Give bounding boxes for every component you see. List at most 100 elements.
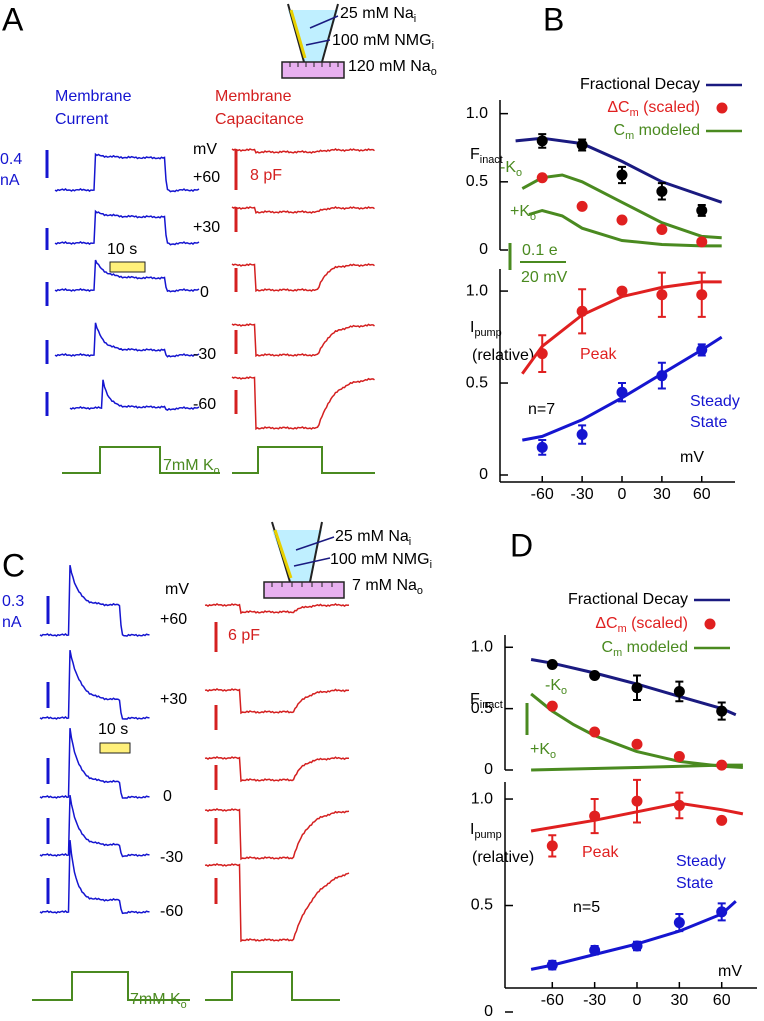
label-subscript: m <box>625 130 634 142</box>
current-trace <box>39 794 150 858</box>
label: 0 <box>618 486 627 503</box>
current-trace <box>54 152 200 193</box>
potassium-step <box>32 971 190 1001</box>
label: 25 mM Nai <box>335 528 411 548</box>
data-point <box>536 348 548 360</box>
series-line <box>531 763 743 772</box>
label: -Ko <box>500 159 522 179</box>
label-main: C <box>602 639 614 656</box>
data-point <box>673 917 685 929</box>
data-point <box>616 386 628 398</box>
label: 10 s <box>98 721 128 738</box>
label-subscript: m <box>630 107 639 119</box>
label: -30 <box>571 486 594 503</box>
data-point <box>696 344 708 356</box>
data-point <box>576 429 588 441</box>
label: 0.5 <box>471 897 493 914</box>
capacitance-trace <box>231 206 375 214</box>
label: A <box>2 1 24 37</box>
label-main: F <box>470 691 480 708</box>
label: 0.1 e <box>522 242 558 259</box>
label: 8 pF <box>250 167 282 184</box>
label-main: +K <box>530 741 550 758</box>
label-subscript: o <box>214 465 220 477</box>
label-tail: (scaled) <box>639 99 700 116</box>
potassium-step <box>205 971 340 1001</box>
label: State <box>690 414 727 431</box>
label-subscript: m <box>613 647 622 659</box>
data-point <box>546 658 558 670</box>
label: n=5 <box>573 899 600 916</box>
current-trace <box>39 727 150 799</box>
label: Steady <box>690 393 740 410</box>
label: Peak <box>582 844 619 861</box>
label: mV <box>165 581 189 598</box>
label: nA <box>0 172 20 189</box>
label: Fractional Decay <box>580 76 700 93</box>
label: -60 <box>193 396 216 413</box>
capacitance-trace <box>204 602 350 615</box>
label: Peak <box>580 346 617 363</box>
label-subscript: o <box>431 66 437 78</box>
data-point <box>631 795 643 807</box>
label: -Ko <box>545 677 567 697</box>
time-scale-bar <box>99 742 131 754</box>
data-point <box>631 738 643 750</box>
data-point <box>589 726 601 738</box>
data-point <box>716 705 728 717</box>
label-main: I <box>470 821 474 838</box>
label: 60 <box>713 992 731 1009</box>
current-trace <box>69 379 200 411</box>
label: D <box>510 527 533 563</box>
data-point <box>576 305 588 317</box>
series-line <box>521 173 722 240</box>
label: 0 <box>479 241 488 258</box>
label-subscript: o <box>530 211 536 223</box>
label-main: 7mM K <box>130 991 181 1008</box>
data-point <box>656 185 668 197</box>
label-subscript: i <box>414 13 416 25</box>
label-main: 100 mM NMG <box>330 551 430 568</box>
data-point <box>631 682 643 694</box>
pipette-c <box>263 521 345 599</box>
data-point <box>536 441 548 453</box>
capacitance-trace <box>204 807 350 861</box>
data-point <box>589 670 601 681</box>
label: 1.0 <box>471 638 493 655</box>
label: 100 mM NMGi <box>332 32 434 52</box>
label: Ipump <box>470 821 502 841</box>
label: B <box>543 1 564 37</box>
label: 0.3 <box>2 593 24 610</box>
data-point <box>576 200 588 212</box>
capacitance-trace <box>204 687 350 715</box>
label-subscript: i <box>430 559 432 571</box>
label: n=7 <box>528 401 555 418</box>
label-main: ΔC <box>607 99 629 116</box>
label: 0.5 <box>466 374 488 391</box>
label-subscript: i <box>409 536 411 548</box>
current-trace <box>39 564 150 637</box>
label-subscript: o <box>550 749 556 761</box>
label: 7 mM Nao <box>352 577 423 597</box>
label: ΔCm (scaled) <box>595 615 688 635</box>
data-point <box>631 940 643 952</box>
label: Capacitance <box>215 111 304 128</box>
label-tail: modeled <box>622 639 688 656</box>
label: ΔCm (scaled) <box>607 99 700 119</box>
label-main: -K <box>545 677 561 694</box>
data-point <box>673 799 685 811</box>
label: Steady <box>676 853 726 870</box>
label-main: F <box>470 146 480 163</box>
label: (relative) <box>472 849 534 866</box>
label-main: 7 mM Na <box>352 577 417 594</box>
label: 0 <box>484 761 493 778</box>
label: +30 <box>160 691 187 708</box>
label: 7mM Ko <box>163 457 220 477</box>
data-point <box>589 944 601 956</box>
label: +60 <box>160 611 187 628</box>
data-point <box>656 370 668 382</box>
data-point <box>616 285 628 297</box>
capacitance-trace <box>231 323 375 358</box>
label-subscript: o <box>417 585 423 597</box>
series-line <box>515 136 723 204</box>
